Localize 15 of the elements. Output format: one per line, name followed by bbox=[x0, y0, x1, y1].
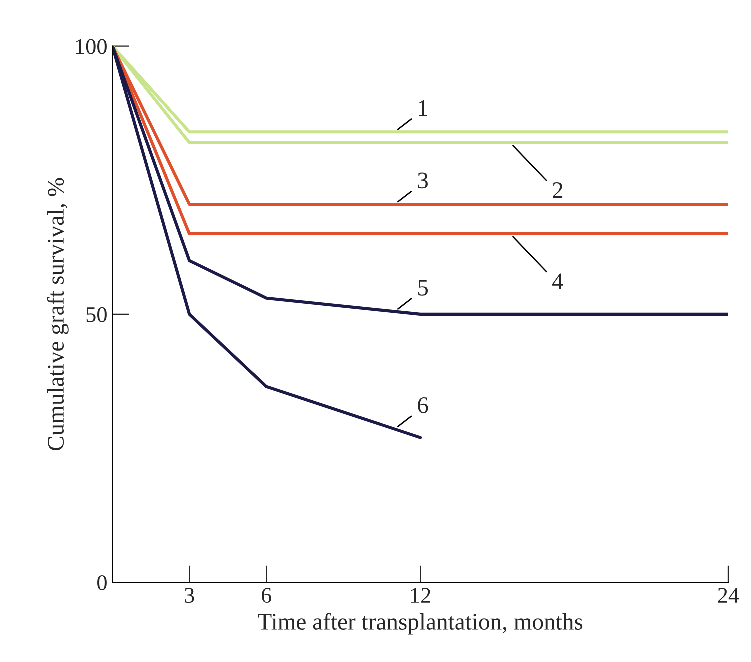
y-tick-label: 0 bbox=[98, 575, 107, 590]
series-label: 2 bbox=[553, 182, 563, 198]
x-axis-title: Time after transplantation, months bbox=[258, 613, 583, 635]
y-tick-label: 50 bbox=[86, 307, 107, 322]
series-label: 3 bbox=[418, 172, 428, 189]
series-label: 6 bbox=[418, 398, 428, 414]
x-tick-label: 12 bbox=[411, 588, 430, 603]
series-label: 1 bbox=[419, 100, 428, 116]
x-tick-label: 6 bbox=[262, 588, 272, 604]
y-axis-title: Cumulative graft survival, % bbox=[47, 178, 69, 451]
y-tick-label: 100 bbox=[76, 39, 107, 54]
x-tick-label: 3 bbox=[185, 588, 194, 604]
series-label: 4 bbox=[552, 274, 564, 290]
series-label: 5 bbox=[418, 280, 428, 296]
x-tick-label: 24 bbox=[718, 588, 740, 603]
